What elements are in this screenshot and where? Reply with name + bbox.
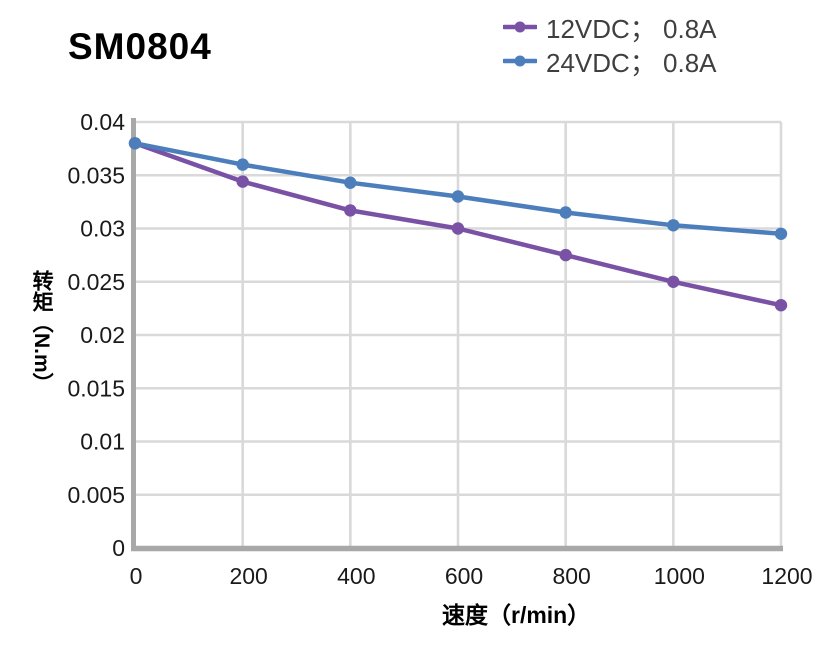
data-point-series-1 bbox=[559, 206, 572, 219]
legend: 12VDC； 0.8A 24VDC； 0.8A bbox=[503, 10, 717, 78]
legend-marker-icon bbox=[503, 55, 537, 67]
data-point-series-1 bbox=[451, 190, 465, 203]
chart-title: SM0804 bbox=[68, 26, 212, 67]
x-tick-label: 200 bbox=[229, 563, 267, 589]
data-point-series-0 bbox=[236, 175, 249, 188]
legend-marker-icon bbox=[503, 21, 537, 33]
x-tick-label: 0 bbox=[130, 563, 143, 589]
data-point-series-0 bbox=[559, 248, 572, 262]
y-tick-label: 0.015 bbox=[67, 375, 125, 401]
data-point-series-0 bbox=[344, 204, 357, 217]
data-point-series-1 bbox=[128, 137, 142, 150]
y-tick-label: 0.03 bbox=[80, 216, 125, 242]
y-tick-label: 0.035 bbox=[67, 162, 125, 188]
x-tick-label: 600 bbox=[445, 563, 483, 589]
data-point-series-1 bbox=[236, 158, 249, 171]
data-point-series-0 bbox=[774, 299, 788, 312]
data-point-series-0 bbox=[667, 275, 680, 288]
y-axis-title: 转矩（N.m） bbox=[30, 270, 54, 394]
x-tick-label: 1200 bbox=[761, 563, 812, 589]
data-point-series-1 bbox=[774, 227, 788, 240]
y-tick-label: 0.005 bbox=[67, 482, 125, 508]
legend-item-1: 24VDC； 0.8A bbox=[503, 44, 717, 78]
legend-label: 24VDC； 0.8A bbox=[546, 47, 717, 78]
data-point-series-1 bbox=[344, 176, 357, 189]
data-point-series-1 bbox=[667, 219, 680, 232]
data-point-series-0 bbox=[451, 222, 465, 235]
x-axis-title: 速度（r/min） bbox=[442, 602, 591, 628]
legend-label: 12VDC； 0.8A bbox=[546, 13, 717, 44]
legend-item-0: 12VDC； 0.8A bbox=[503, 10, 717, 44]
y-tick-label: 0 bbox=[112, 535, 125, 561]
y-tick-label: 0.025 bbox=[67, 269, 125, 295]
y-tick-label: 0.02 bbox=[80, 322, 125, 348]
x-tick-label: 1000 bbox=[654, 563, 705, 589]
x-tick-label: 400 bbox=[337, 563, 375, 589]
y-tick-label: 0.01 bbox=[80, 429, 125, 455]
x-tick-label: 800 bbox=[552, 563, 590, 589]
y-tick-label: 0.04 bbox=[80, 109, 125, 135]
